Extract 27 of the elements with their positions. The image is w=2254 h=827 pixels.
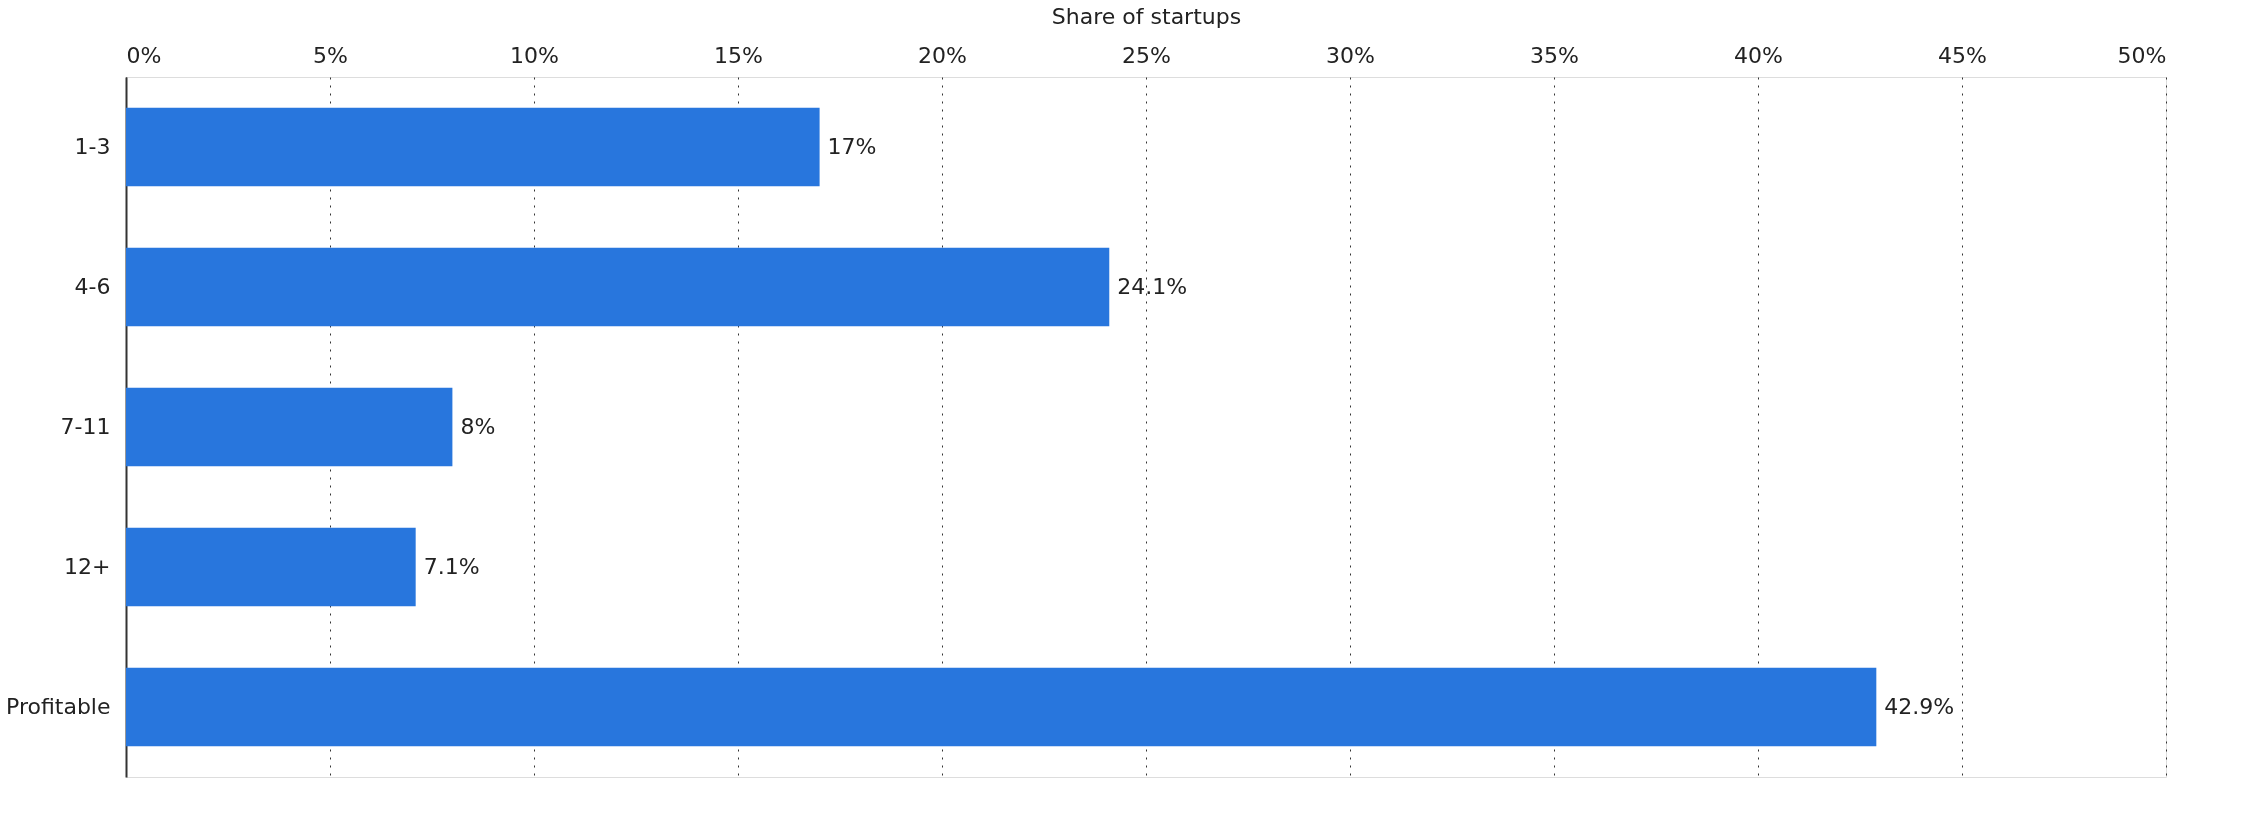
x-tick-label: 40%	[1734, 42, 1783, 68]
x-tick-label: 0%	[126, 42, 162, 68]
x-axis-title: Share of startups	[1051, 3, 1242, 29]
data-label: 8%	[460, 414, 496, 439]
x-tick-label: 50%	[2117, 42, 2167, 68]
y-tick-label: 12+	[64, 554, 111, 579]
y-tick-label: 1-3	[74, 134, 111, 159]
x-tick-label: 15%	[714, 42, 763, 68]
x-tick-label: 10%	[510, 42, 559, 68]
bar	[126, 527, 416, 607]
data-label: 17%	[827, 134, 877, 159]
y-tick-label: 7-11	[60, 414, 111, 439]
x-tick-label: 45%	[1938, 42, 1987, 68]
bar	[126, 247, 1110, 327]
data-label: 24.1%	[1117, 274, 1188, 299]
bar	[126, 667, 1877, 747]
x-tick-label: 25%	[1122, 42, 1171, 68]
data-label: 42.9%	[1884, 694, 1955, 719]
y-tick-label: 4-6	[74, 274, 111, 299]
data-label: 7.1%	[423, 554, 480, 579]
y-tick-label: Profitable	[6, 694, 111, 719]
x-tick-label: 30%	[1326, 42, 1375, 68]
x-tick-label: 35%	[1530, 42, 1579, 68]
x-tick-label: 5%	[313, 42, 348, 68]
x-tick-label: 20%	[918, 42, 967, 68]
bar	[126, 387, 453, 467]
bar	[126, 107, 820, 187]
